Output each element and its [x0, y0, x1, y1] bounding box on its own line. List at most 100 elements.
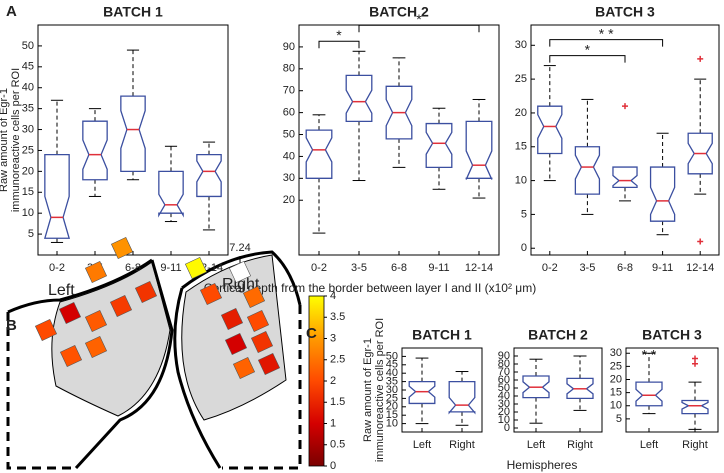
y-tick-label: 60	[283, 107, 295, 119]
x-tick-label: 0-2	[311, 262, 327, 274]
y-tick-label: 0	[521, 242, 527, 254]
y-tick-label: 50	[386, 350, 398, 362]
x-tick-label: 0-2	[542, 262, 558, 274]
x-tick-label: 3-5	[579, 262, 595, 274]
colorbar-tick-label: 3.5	[330, 311, 345, 323]
x-tick-label: Left	[413, 439, 431, 451]
roi-cell	[134, 280, 158, 304]
y-axis-label: immunoreactive cells per ROI	[10, 68, 22, 212]
y-tick-label: 15	[610, 387, 622, 399]
roi-cell	[220, 307, 244, 331]
y-tick-label: 45	[22, 61, 34, 73]
outlier	[697, 238, 704, 245]
box	[465, 120, 493, 180]
chart-title: BATCH 1	[103, 4, 163, 20]
x-tick-label: 6-8	[617, 262, 633, 274]
y-tick-label: 5	[28, 228, 34, 240]
x-tick-label: 9-11	[652, 262, 673, 274]
y-tick-label: 90	[283, 41, 295, 53]
colorbar-tick-label: 1.5	[330, 396, 345, 408]
box	[196, 153, 222, 198]
box	[408, 380, 436, 405]
colorbar-tick-label: 3	[330, 332, 336, 344]
x-tick-label: Left	[640, 439, 658, 451]
x-tick-label: 3-5	[351, 262, 367, 274]
box	[158, 170, 184, 218]
roi-cell	[228, 260, 252, 284]
significance-bracket	[549, 39, 664, 47]
y-tick-label: 15	[386, 409, 398, 421]
colorbar-tick-label: 4	[330, 290, 336, 302]
y-tick-label: 30	[22, 123, 34, 135]
y-axis-label: immunoreactive cells per ROI	[374, 318, 386, 462]
roi-cell	[242, 285, 266, 309]
panel-label: C	[306, 325, 317, 342]
roi-cell	[199, 282, 223, 306]
box	[635, 381, 663, 407]
plot-frame	[625, 347, 719, 433]
x-axis-label: Hemispheres	[507, 458, 578, 472]
roi-cell	[59, 344, 83, 368]
y-tick-label: 10	[22, 207, 34, 219]
x-tick-label: Left	[527, 439, 545, 451]
colorbar-tick-label: 2	[330, 375, 336, 387]
roi-cell	[184, 256, 208, 280]
colorbar-tick-label: 0	[330, 460, 336, 472]
y-tick-label: 30	[610, 347, 622, 359]
y-tick-label: 30	[386, 384, 398, 396]
x-tick-label: 9-11	[160, 262, 181, 274]
box	[305, 129, 333, 179]
y-tick-label: 25	[515, 73, 527, 85]
y-tick-label: 15	[22, 186, 34, 198]
y-tick-label: 20	[610, 373, 622, 385]
x-tick-label: 6-8	[391, 262, 407, 274]
x-tick-label: 6-8	[125, 262, 141, 274]
chart-title: BATCH 3	[642, 327, 702, 343]
box	[43, 153, 71, 239]
roi-cell	[84, 335, 108, 359]
box	[681, 399, 709, 415]
y-tick-label: 70	[498, 366, 510, 378]
y-tick-label: 10	[498, 414, 510, 426]
y-tick-label: 90	[498, 350, 510, 362]
panel-label: A	[6, 3, 17, 20]
colorbar-tick-label: 1	[330, 417, 336, 429]
y-tick-label: 40	[498, 390, 510, 402]
y-tick-label: 80	[498, 358, 510, 370]
box	[448, 380, 476, 415]
box	[612, 166, 638, 189]
y-tick-label: 5	[521, 208, 527, 220]
chart-title: BATCH 1	[412, 327, 472, 343]
box	[345, 74, 373, 123]
x-tick-label: 12-14	[465, 262, 493, 274]
roi-cell	[250, 330, 274, 354]
plot-frame	[513, 347, 603, 433]
y-tick-label: 10	[386, 418, 398, 430]
y-tick-label: 20	[386, 401, 398, 413]
significance-label: *	[416, 11, 422, 27]
roi-cell	[84, 309, 108, 333]
y-tick-label: 5	[616, 413, 622, 425]
chart-title: BATCH 2	[369, 4, 429, 20]
hemisphere-label: Left	[48, 282, 75, 299]
outlier	[697, 55, 704, 62]
x-tick-label: 0-2	[49, 262, 65, 274]
y-axis-label: Raw amount of Egr-1	[362, 338, 374, 442]
y-axis-label: Raw amount of Egr-1	[0, 88, 10, 192]
y-tick-label: 10	[610, 400, 622, 412]
y-tick-label: 40	[22, 82, 34, 94]
box	[425, 122, 453, 169]
chart-title: BATCH 2	[528, 327, 588, 343]
significance-label: * *	[599, 25, 614, 41]
y-tick-label: 35	[22, 103, 34, 115]
y-tick-label: 50	[283, 128, 295, 140]
y-tick-label: 20	[498, 406, 510, 418]
outlier	[692, 360, 698, 367]
y-tick-label: 30	[515, 39, 527, 51]
y-tick-label: 20	[283, 194, 295, 206]
y-tick-label: 30	[498, 398, 510, 410]
y-tick-label: 45	[386, 359, 398, 371]
outlier	[622, 103, 628, 110]
roi-cell	[246, 309, 270, 333]
